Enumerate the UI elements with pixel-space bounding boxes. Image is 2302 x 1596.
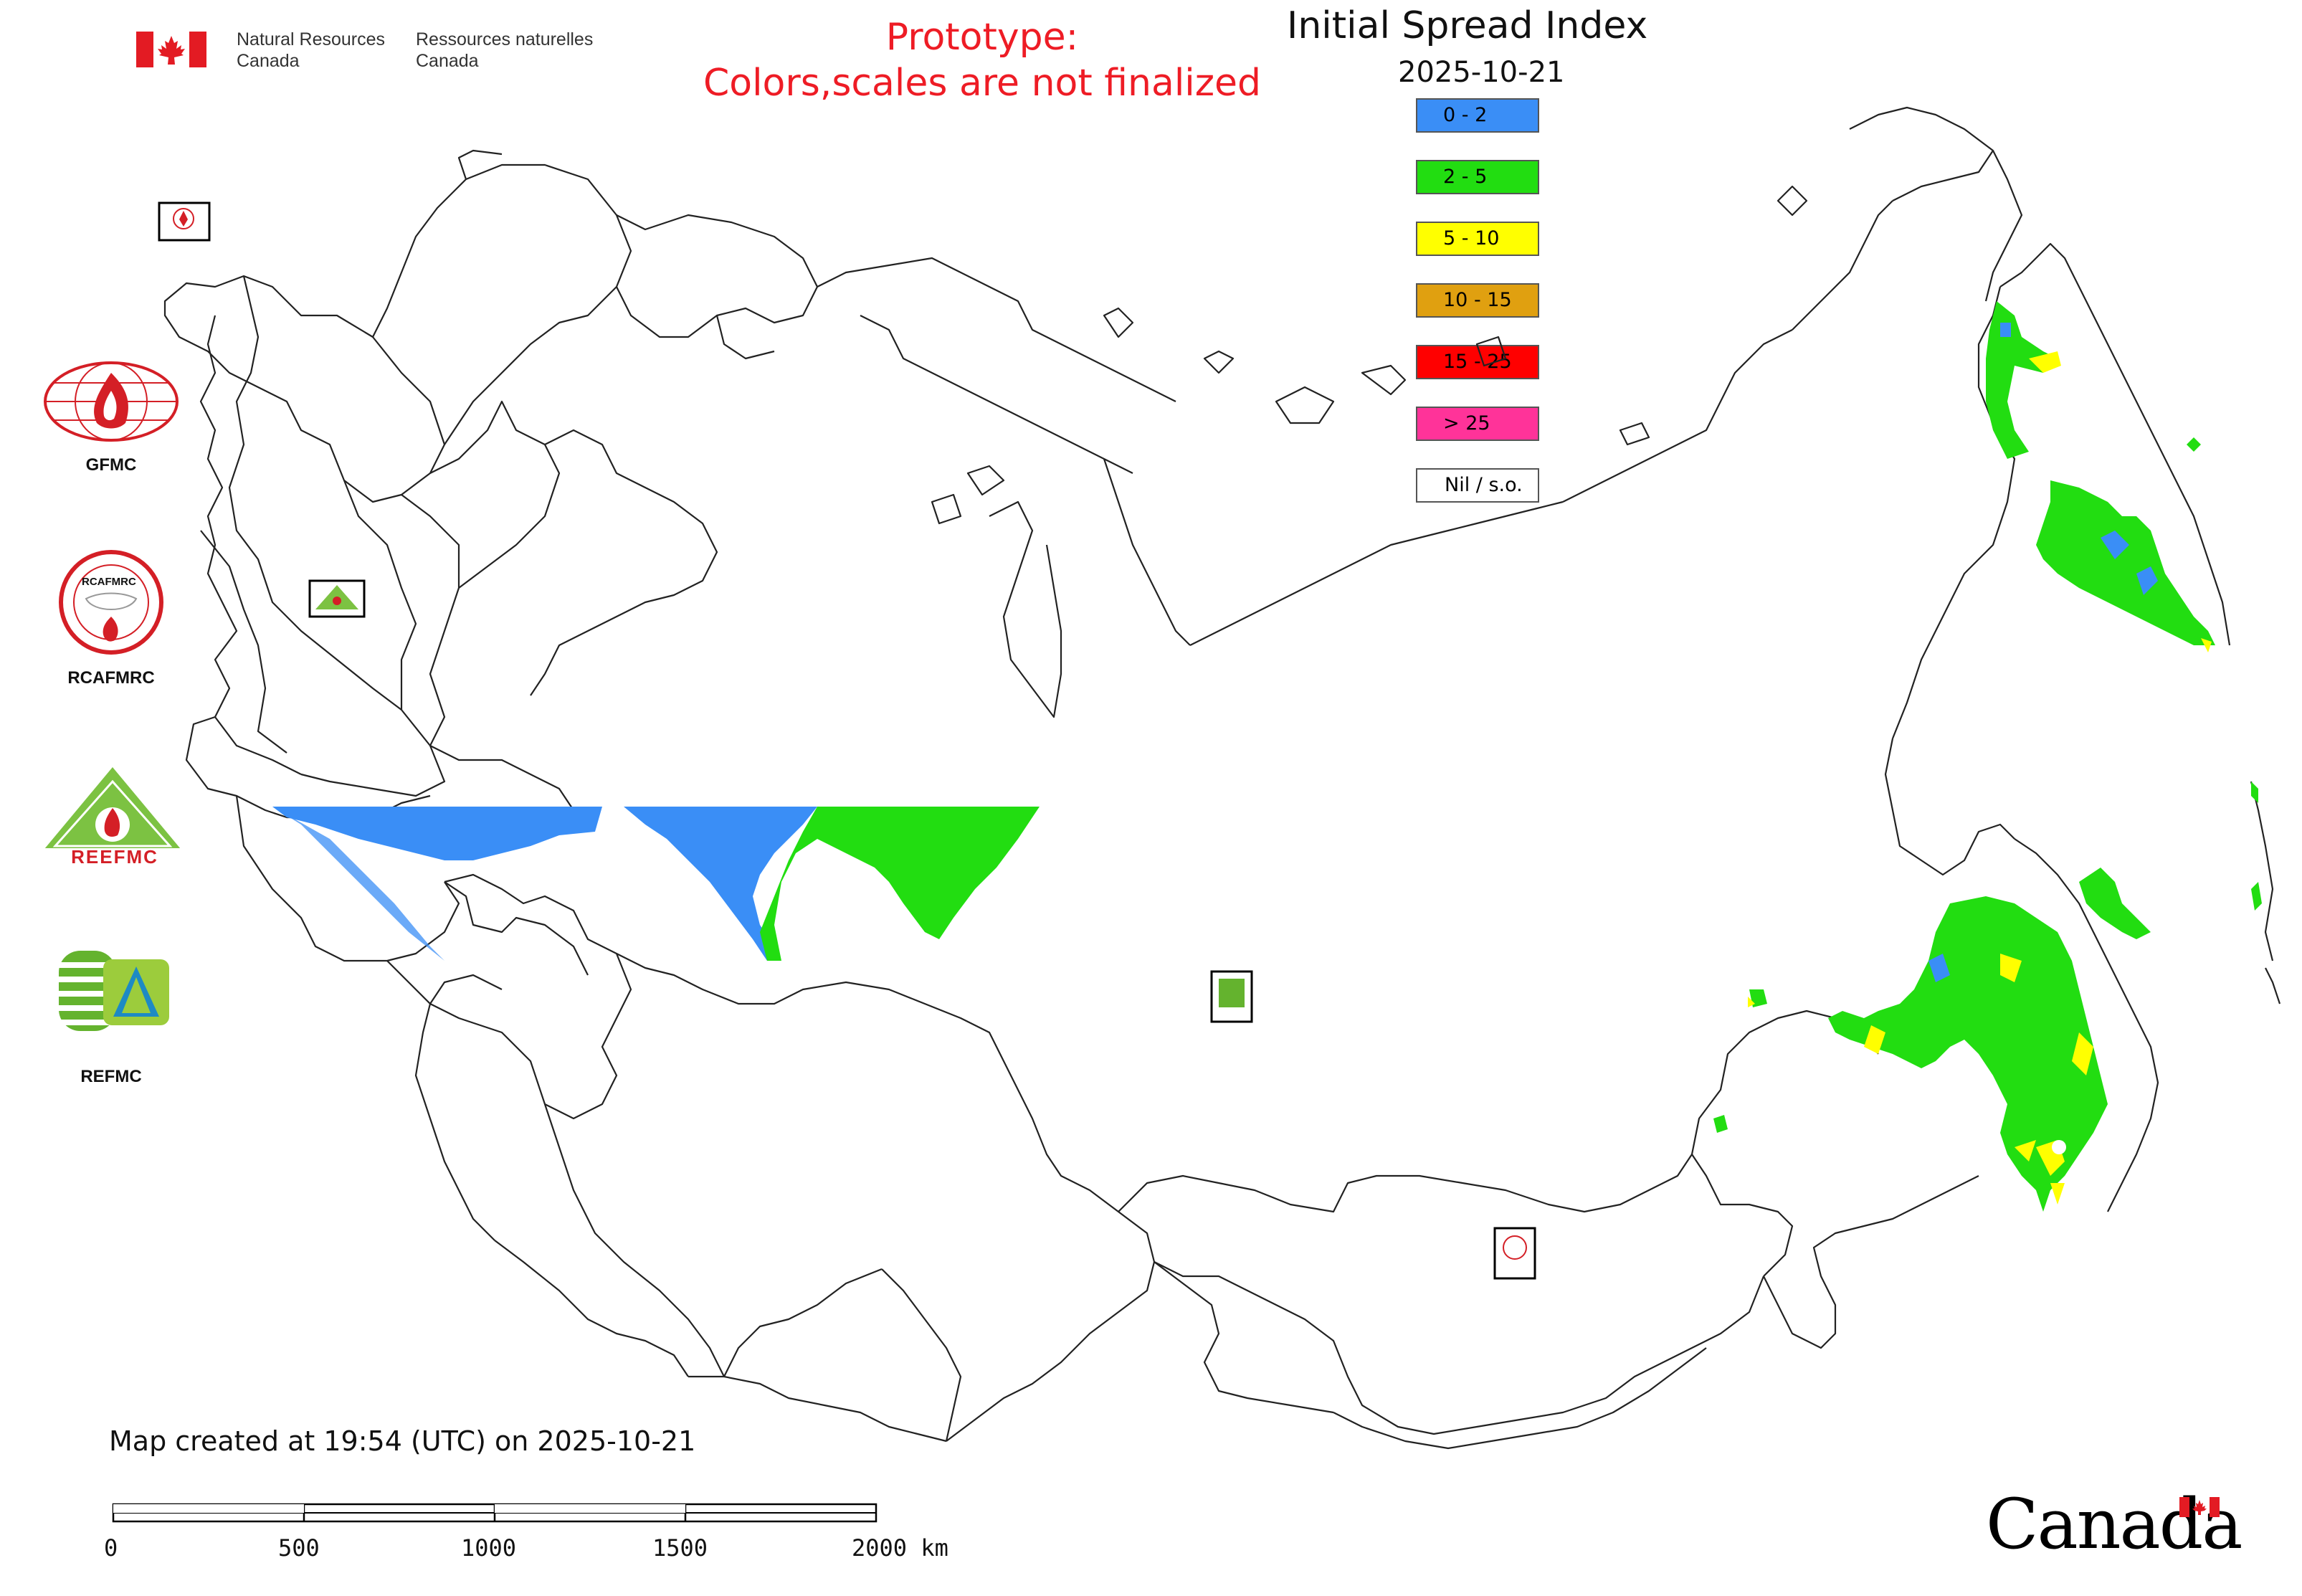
reefmc-badge-text: REEFMC: [71, 846, 158, 868]
wordmark-flag-icon: [2179, 1497, 2220, 1517]
prototype-line-1: Prototype:: [885, 16, 1079, 59]
legend-item-15-25: 15 - 25: [1416, 345, 1539, 379]
legend-item-0-2: 0 - 2: [1416, 98, 1539, 133]
legend-item-2-5: 2 - 5: [1416, 160, 1539, 194]
map-date: 2025-10-21: [1398, 56, 1565, 89]
map-created-timestamp: Map created at 19:54 (UTC) on 2025-10-21: [109, 1425, 696, 1457]
canada-flag-icon: [136, 32, 206, 67]
prototype-line-2: Colors,scales are not finalized: [703, 62, 1262, 105]
gfmc-logo-icon: [44, 361, 179, 442]
org-name-en-1: Natural Resources: [237, 29, 386, 49]
org-name-fr-1: Ressources naturelles: [416, 29, 594, 49]
legend-item-over-25: > 25: [1416, 407, 1539, 441]
isi-amur: [1713, 437, 2262, 1212]
scale-tick-1500: 1500: [652, 1534, 708, 1562]
gfmc-label: GFMC: [85, 455, 137, 475]
reefmc-logo-icon: [37, 767, 188, 864]
scale-tick-0: 0: [104, 1534, 118, 1562]
legend-item-5-10: 5 - 10: [1416, 222, 1539, 256]
rcafmrc-label: RCAFMRC: [67, 668, 155, 688]
refmc-label: REFMC: [80, 1067, 142, 1086]
scale-tick-1000: 1000: [461, 1534, 517, 1562]
country-outlines: [163, 106, 2281, 1450]
canada-wordmark: Canada: [1986, 1484, 2242, 1564]
scale-tick-500: 500: [278, 1534, 320, 1562]
legend-item-nil: Nil / s.o.: [1416, 468, 1539, 503]
rcafmrc-logo-icon: [59, 550, 163, 655]
scale-bar: [112, 1503, 877, 1523]
isi-kamchatka: [1986, 301, 2215, 652]
legend-item-10-15: 10 - 15: [1416, 283, 1539, 318]
org-name-en-2: Canada: [237, 51, 300, 71]
map-badges: [158, 201, 1536, 1280]
nrcan-signature: Natural Resources Canada Ressources natu…: [136, 29, 609, 79]
refmc-logo-icon: [59, 945, 172, 1037]
scale-tick-2000: 2000 km: [852, 1534, 948, 1562]
rcafmrc-badge-text: RCAFMRC: [82, 576, 136, 588]
prototype-notice: Prototype: Colors,scales are not finaliz…: [674, 14, 1290, 106]
isi-west-blue: [272, 807, 602, 961]
isi-central-green: [760, 807, 1040, 961]
isi-central-blue: [624, 807, 817, 961]
org-name-fr-2: Canada: [416, 51, 479, 71]
map-title: Initial Spread Index: [1287, 4, 1648, 47]
